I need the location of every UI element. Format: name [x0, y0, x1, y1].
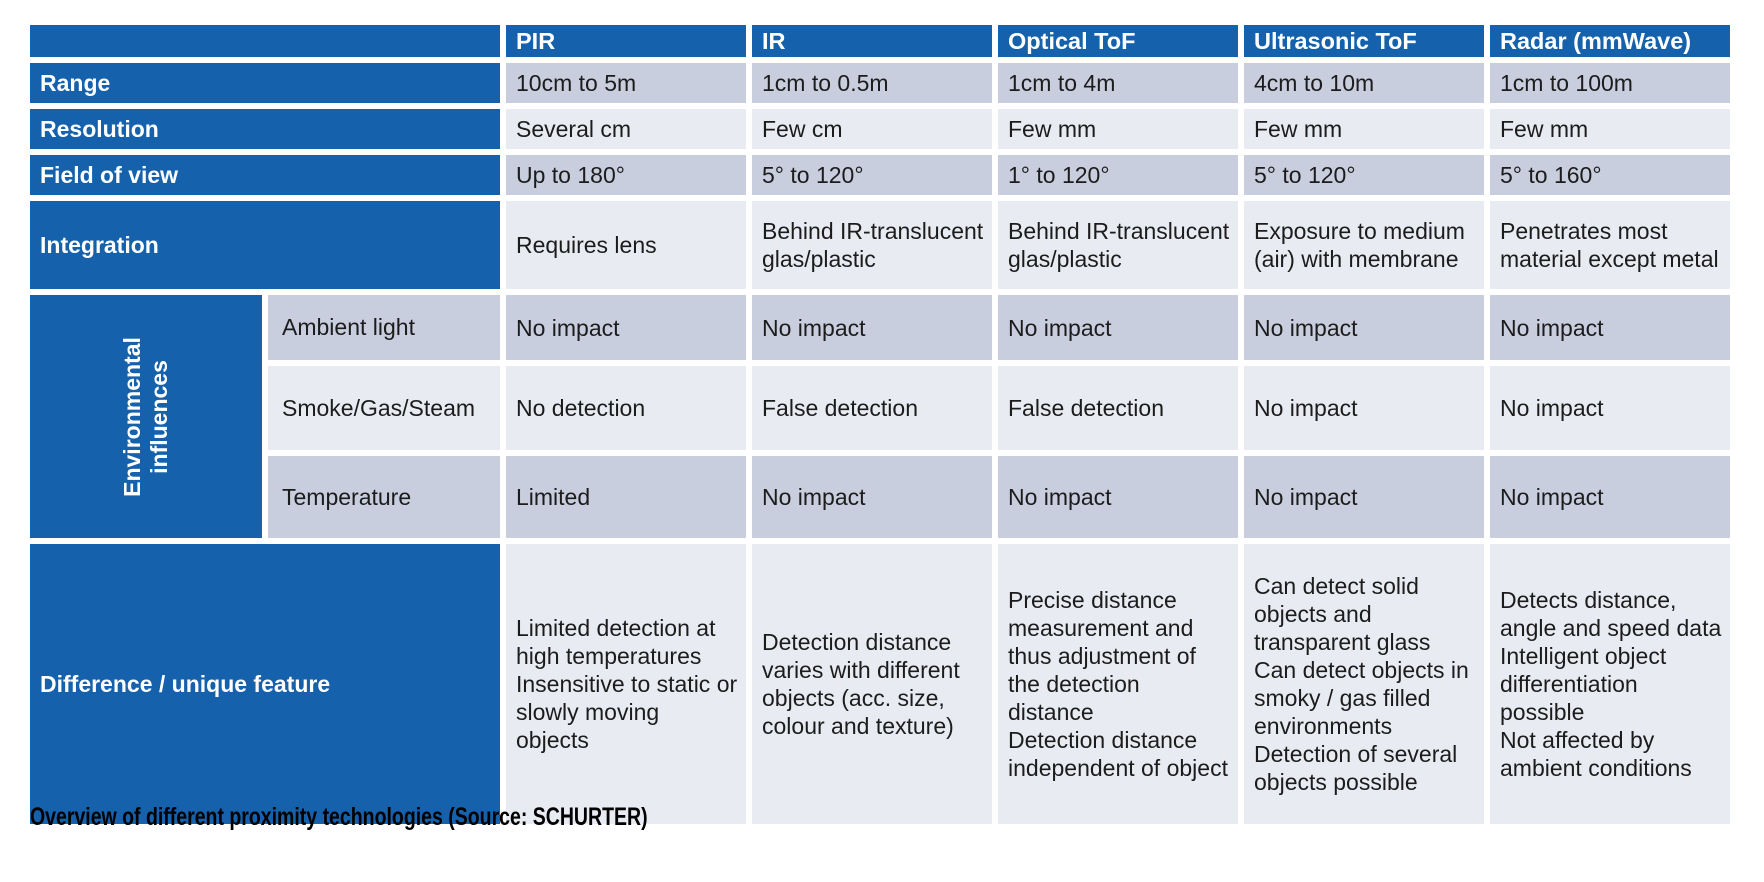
cell-fov-pir: Up to 180°: [506, 155, 746, 195]
corner-cell: [30, 25, 500, 57]
cell-smoke-radar: No impact: [1490, 366, 1730, 450]
row-smoke-gas-steam: Smoke/Gas/Steam No detection False detec…: [30, 366, 1730, 450]
group-label-environmental-influences: Environmental influences: [30, 295, 262, 538]
cell-range-ir: 1cm to 0.5m: [752, 63, 992, 103]
row-label-range: Range: [30, 63, 500, 103]
cell-resolution-pir: Several cm: [506, 109, 746, 149]
cell-integration-optical-tof: Behind IR-translucent glas/plastic: [998, 201, 1238, 289]
row-label-integration: Integration: [30, 201, 500, 289]
row-difference-unique-feature: Difference / unique feature Limited dete…: [30, 544, 1730, 824]
cell-fov-optical-tof: 1° to 120°: [998, 155, 1238, 195]
cell-integration-ir: Behind IR-translucent glas/plastic: [752, 201, 992, 289]
comparison-table: PIR IR Optical ToF Ultrasonic ToF Radar …: [24, 19, 1736, 830]
cell-difference-ir: Detection distance varies with different…: [752, 544, 992, 824]
cell-integration-radar: Penetrates most material except metal: [1490, 201, 1730, 289]
cell-integration-ultrasonic-tof: Exposure to medium (air) with membrane: [1244, 201, 1484, 289]
row-range: Range 10cm to 5m 1cm to 0.5m 1cm to 4m 4…: [30, 63, 1730, 103]
cell-ambient-pir: No impact: [506, 295, 746, 360]
row-temperature: Temperature Limited No impact No impact …: [30, 456, 1730, 538]
cell-fov-ir: 5° to 120°: [752, 155, 992, 195]
cell-resolution-ir: Few cm: [752, 109, 992, 149]
subrow-label-smoke-gas-steam: Smoke/Gas/Steam: [268, 366, 500, 450]
cell-resolution-radar: Few mm: [1490, 109, 1730, 149]
cell-difference-optical-tof: Precise distance measurement and thus ad…: [998, 544, 1238, 824]
header-row: PIR IR Optical ToF Ultrasonic ToF Radar …: [30, 25, 1730, 57]
cell-resolution-optical-tof: Few mm: [998, 109, 1238, 149]
row-label-difference: Difference / unique feature: [30, 544, 500, 824]
cell-ambient-ir: No impact: [752, 295, 992, 360]
cell-range-optical-tof: 1cm to 4m: [998, 63, 1238, 103]
header-cell-pir: PIR: [506, 25, 746, 57]
row-integration: Integration Requires lens Behind IR-tran…: [30, 201, 1730, 289]
row-label-field-of-view: Field of view: [30, 155, 500, 195]
cell-range-pir: 10cm to 5m: [506, 63, 746, 103]
cell-temperature-ultrasonic-tof: No impact: [1244, 456, 1484, 538]
cell-fov-ultrasonic-tof: 5° to 120°: [1244, 155, 1484, 195]
cell-integration-pir: Requires lens: [506, 201, 746, 289]
row-label-resolution: Resolution: [30, 109, 500, 149]
row-field-of-view: Field of view Up to 180° 5° to 120° 1° t…: [30, 155, 1730, 195]
header-cell-optical-tof: Optical ToF: [998, 25, 1238, 57]
cell-smoke-pir: No detection: [506, 366, 746, 450]
header-cell-radar: Radar (mmWave): [1490, 25, 1730, 57]
header-cell-ir: IR: [752, 25, 992, 57]
cell-temperature-pir: Limited: [506, 456, 746, 538]
table-caption: Overview of different proximity technolo…: [30, 803, 648, 831]
cell-smoke-optical-tof: False detection: [998, 366, 1238, 450]
cell-temperature-ir: No impact: [752, 456, 992, 538]
header-cell-ultrasonic-tof: Ultrasonic ToF: [1244, 25, 1484, 57]
cell-temperature-optical-tof: No impact: [998, 456, 1238, 538]
group-label-text: Environmental influences: [119, 336, 172, 497]
cell-range-ultrasonic-tof: 4cm to 10m: [1244, 63, 1484, 103]
cell-temperature-radar: No impact: [1490, 456, 1730, 538]
subrow-label-ambient-light: Ambient light: [268, 295, 500, 360]
cell-difference-radar: Detects distance, angle and speed data I…: [1490, 544, 1730, 824]
cell-difference-ultrasonic-tof: Can detect solid objects and transparent…: [1244, 544, 1484, 824]
cell-smoke-ir: False detection: [752, 366, 992, 450]
cell-ambient-optical-tof: No impact: [998, 295, 1238, 360]
cell-difference-pir: Limited detection at high temperatures I…: [506, 544, 746, 824]
cell-smoke-ultrasonic-tof: No impact: [1244, 366, 1484, 450]
cell-range-radar: 1cm to 100m: [1490, 63, 1730, 103]
cell-resolution-ultrasonic-tof: Few mm: [1244, 109, 1484, 149]
cell-fov-radar: 5° to 160°: [1490, 155, 1730, 195]
row-resolution: Resolution Several cm Few cm Few mm Few …: [30, 109, 1730, 149]
row-ambient-light: Environmental influences Ambient light N…: [30, 295, 1730, 538]
subrow-label-temperature: Temperature: [268, 456, 500, 538]
cell-ambient-ultrasonic-tof: No impact: [1244, 295, 1484, 360]
cell-ambient-radar: No impact: [1490, 295, 1730, 360]
